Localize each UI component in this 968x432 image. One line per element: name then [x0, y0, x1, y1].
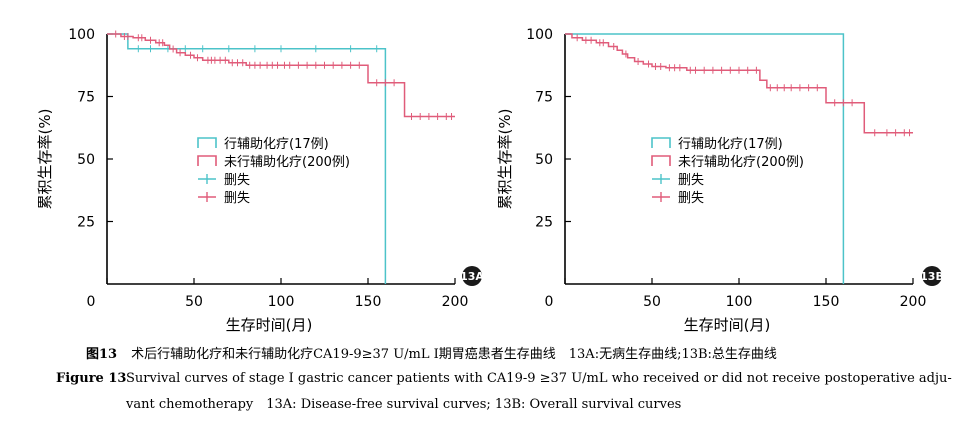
panel-tag-label: 13B [920, 270, 944, 283]
x-axis-label: 生存时间(月) [684, 316, 771, 334]
legend-line-symbol [197, 155, 217, 166]
y-tick-label: 75 [535, 90, 553, 106]
chart-panel-13B: 25 50 75 100 50 100 150 200 0 生存时间(月) 累积生存率(%) 行辅助化… [496, 27, 944, 334]
x-tick-label: 0 [545, 294, 554, 310]
km-curve-treated [565, 33, 845, 284]
x-tick-label: 150 [355, 294, 382, 310]
x-tick-label: 50 [185, 294, 203, 310]
y-tick-label: 25 [77, 215, 95, 231]
panel-tag-label: 13A [460, 270, 484, 283]
chart-panel-13A: 25 50 75 100 50 100 150 200 0 生存时间(月) 累积生存率(%) 行辅助化… [36, 27, 484, 334]
legend-label: 行辅助化疗(17例) [224, 137, 329, 152]
x-tick-label: 100 [726, 294, 753, 310]
legend-label: 未行辅助化疗(200例) [224, 155, 350, 170]
panel-tag-badge [462, 266, 482, 286]
x-axis-label: 生存时间(月) [226, 316, 313, 334]
km-curve-untreated [107, 33, 455, 118]
y-axis-label: 累积生存率(%) [36, 109, 54, 210]
y-tick-label: 25 [535, 215, 553, 231]
legend-label: 行辅助化疗(17例) [678, 137, 783, 152]
km-curve-untreated [565, 33, 913, 134]
caption-english-line2: vant chemotherapy 13A: Disease-free surv… [126, 397, 682, 412]
legend-line-symbol [651, 137, 671, 148]
panel-tag: 13A [460, 266, 484, 286]
y-tick-label: 100 [68, 27, 95, 43]
legend-label: 删失 [224, 173, 250, 188]
caption-cn-number: 图13 [86, 347, 118, 362]
x-tick-label: 200 [442, 294, 469, 310]
x-tick-label: 150 [813, 294, 840, 310]
legend-label: 删失 [678, 173, 704, 188]
y-tick-label: 75 [77, 90, 95, 106]
caption-cn-text: 术后行辅助化疗和未行辅助化疗CA19-9≥37 U/mL Ⅰ期胃癌患者生存曲线 … [131, 347, 777, 362]
caption-english-line1: Figure 13Survival curves of stage Ⅰ gast… [56, 371, 952, 386]
x-tick-label: 0 [87, 294, 96, 310]
panel-tag-badge [922, 266, 942, 286]
x-tick-label: 100 [268, 294, 295, 310]
legend-line-symbol [197, 137, 217, 148]
legend-line-symbol [651, 155, 671, 166]
y-tick-label: 100 [526, 27, 553, 43]
x-tick-label: 200 [900, 294, 927, 310]
survival-figure: 25 50 75 100 50 100 150 200 0 生存时间(月) 累积生存率(%) 行辅助化… [36, 27, 944, 334]
y-axis-label: 累积生存率(%) [496, 109, 514, 210]
caption-chinese: 图13 术后行辅助化疗和未行辅助化疗CA19-9≥37 U/mL Ⅰ期胃癌患者生存… [86, 343, 777, 362]
x-tick-label: 50 [643, 294, 661, 310]
legend-label: 删失 [678, 191, 704, 206]
caption-en-number: Figure 13 [56, 371, 127, 386]
panel-tag: 13B [920, 266, 944, 286]
caption-en-text-1: Survival curves of stage Ⅰ gastric cance… [126, 371, 952, 386]
y-tick-label: 50 [77, 152, 95, 168]
legend-label: 删失 [224, 191, 250, 206]
y-tick-label: 50 [535, 152, 553, 168]
legend-label: 未行辅助化疗(200例) [678, 155, 804, 170]
